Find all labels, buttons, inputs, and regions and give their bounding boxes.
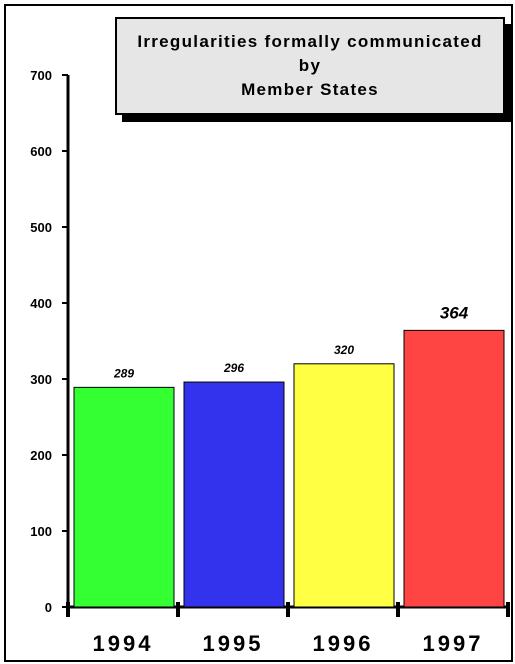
bar bbox=[73, 386, 175, 608]
title-line-1: Irregularities formally communicated bbox=[137, 32, 483, 51]
y-tick-label: 0 bbox=[45, 600, 52, 615]
y-tick-label: 600 bbox=[30, 144, 52, 159]
bar bbox=[293, 363, 395, 608]
y-tick-label: 400 bbox=[30, 296, 52, 311]
title-line-3: Member States bbox=[241, 80, 379, 99]
y-tick-label: 700 bbox=[30, 68, 52, 83]
data-labels: 289 296 320 364 bbox=[113, 303, 469, 380]
bar bbox=[403, 329, 505, 608]
y-tick-label: 200 bbox=[30, 448, 52, 463]
data-label: 364 bbox=[440, 303, 469, 322]
y-axis: 0 100 200 300 400 500 600 700 bbox=[30, 68, 70, 615]
data-label: 320 bbox=[334, 343, 354, 357]
x-axis: 1994 1995 1996 1997 bbox=[66, 602, 510, 656]
bars bbox=[73, 329, 505, 608]
y-tick-label: 100 bbox=[30, 524, 52, 539]
y-tick-label: 300 bbox=[30, 372, 52, 387]
x-tick-label: 1997 bbox=[423, 631, 484, 656]
x-tick-label: 1996 bbox=[313, 631, 374, 656]
chart-title: Irregularities formally communicated by … bbox=[115, 17, 505, 115]
data-label: 296 bbox=[223, 361, 244, 375]
y-tick-label: 500 bbox=[30, 220, 52, 235]
bar bbox=[183, 381, 285, 608]
data-label: 289 bbox=[113, 366, 134, 380]
x-tick-label: 1995 bbox=[203, 631, 264, 656]
title-line-2: by bbox=[298, 56, 322, 75]
x-tick-label: 1994 bbox=[93, 631, 154, 656]
